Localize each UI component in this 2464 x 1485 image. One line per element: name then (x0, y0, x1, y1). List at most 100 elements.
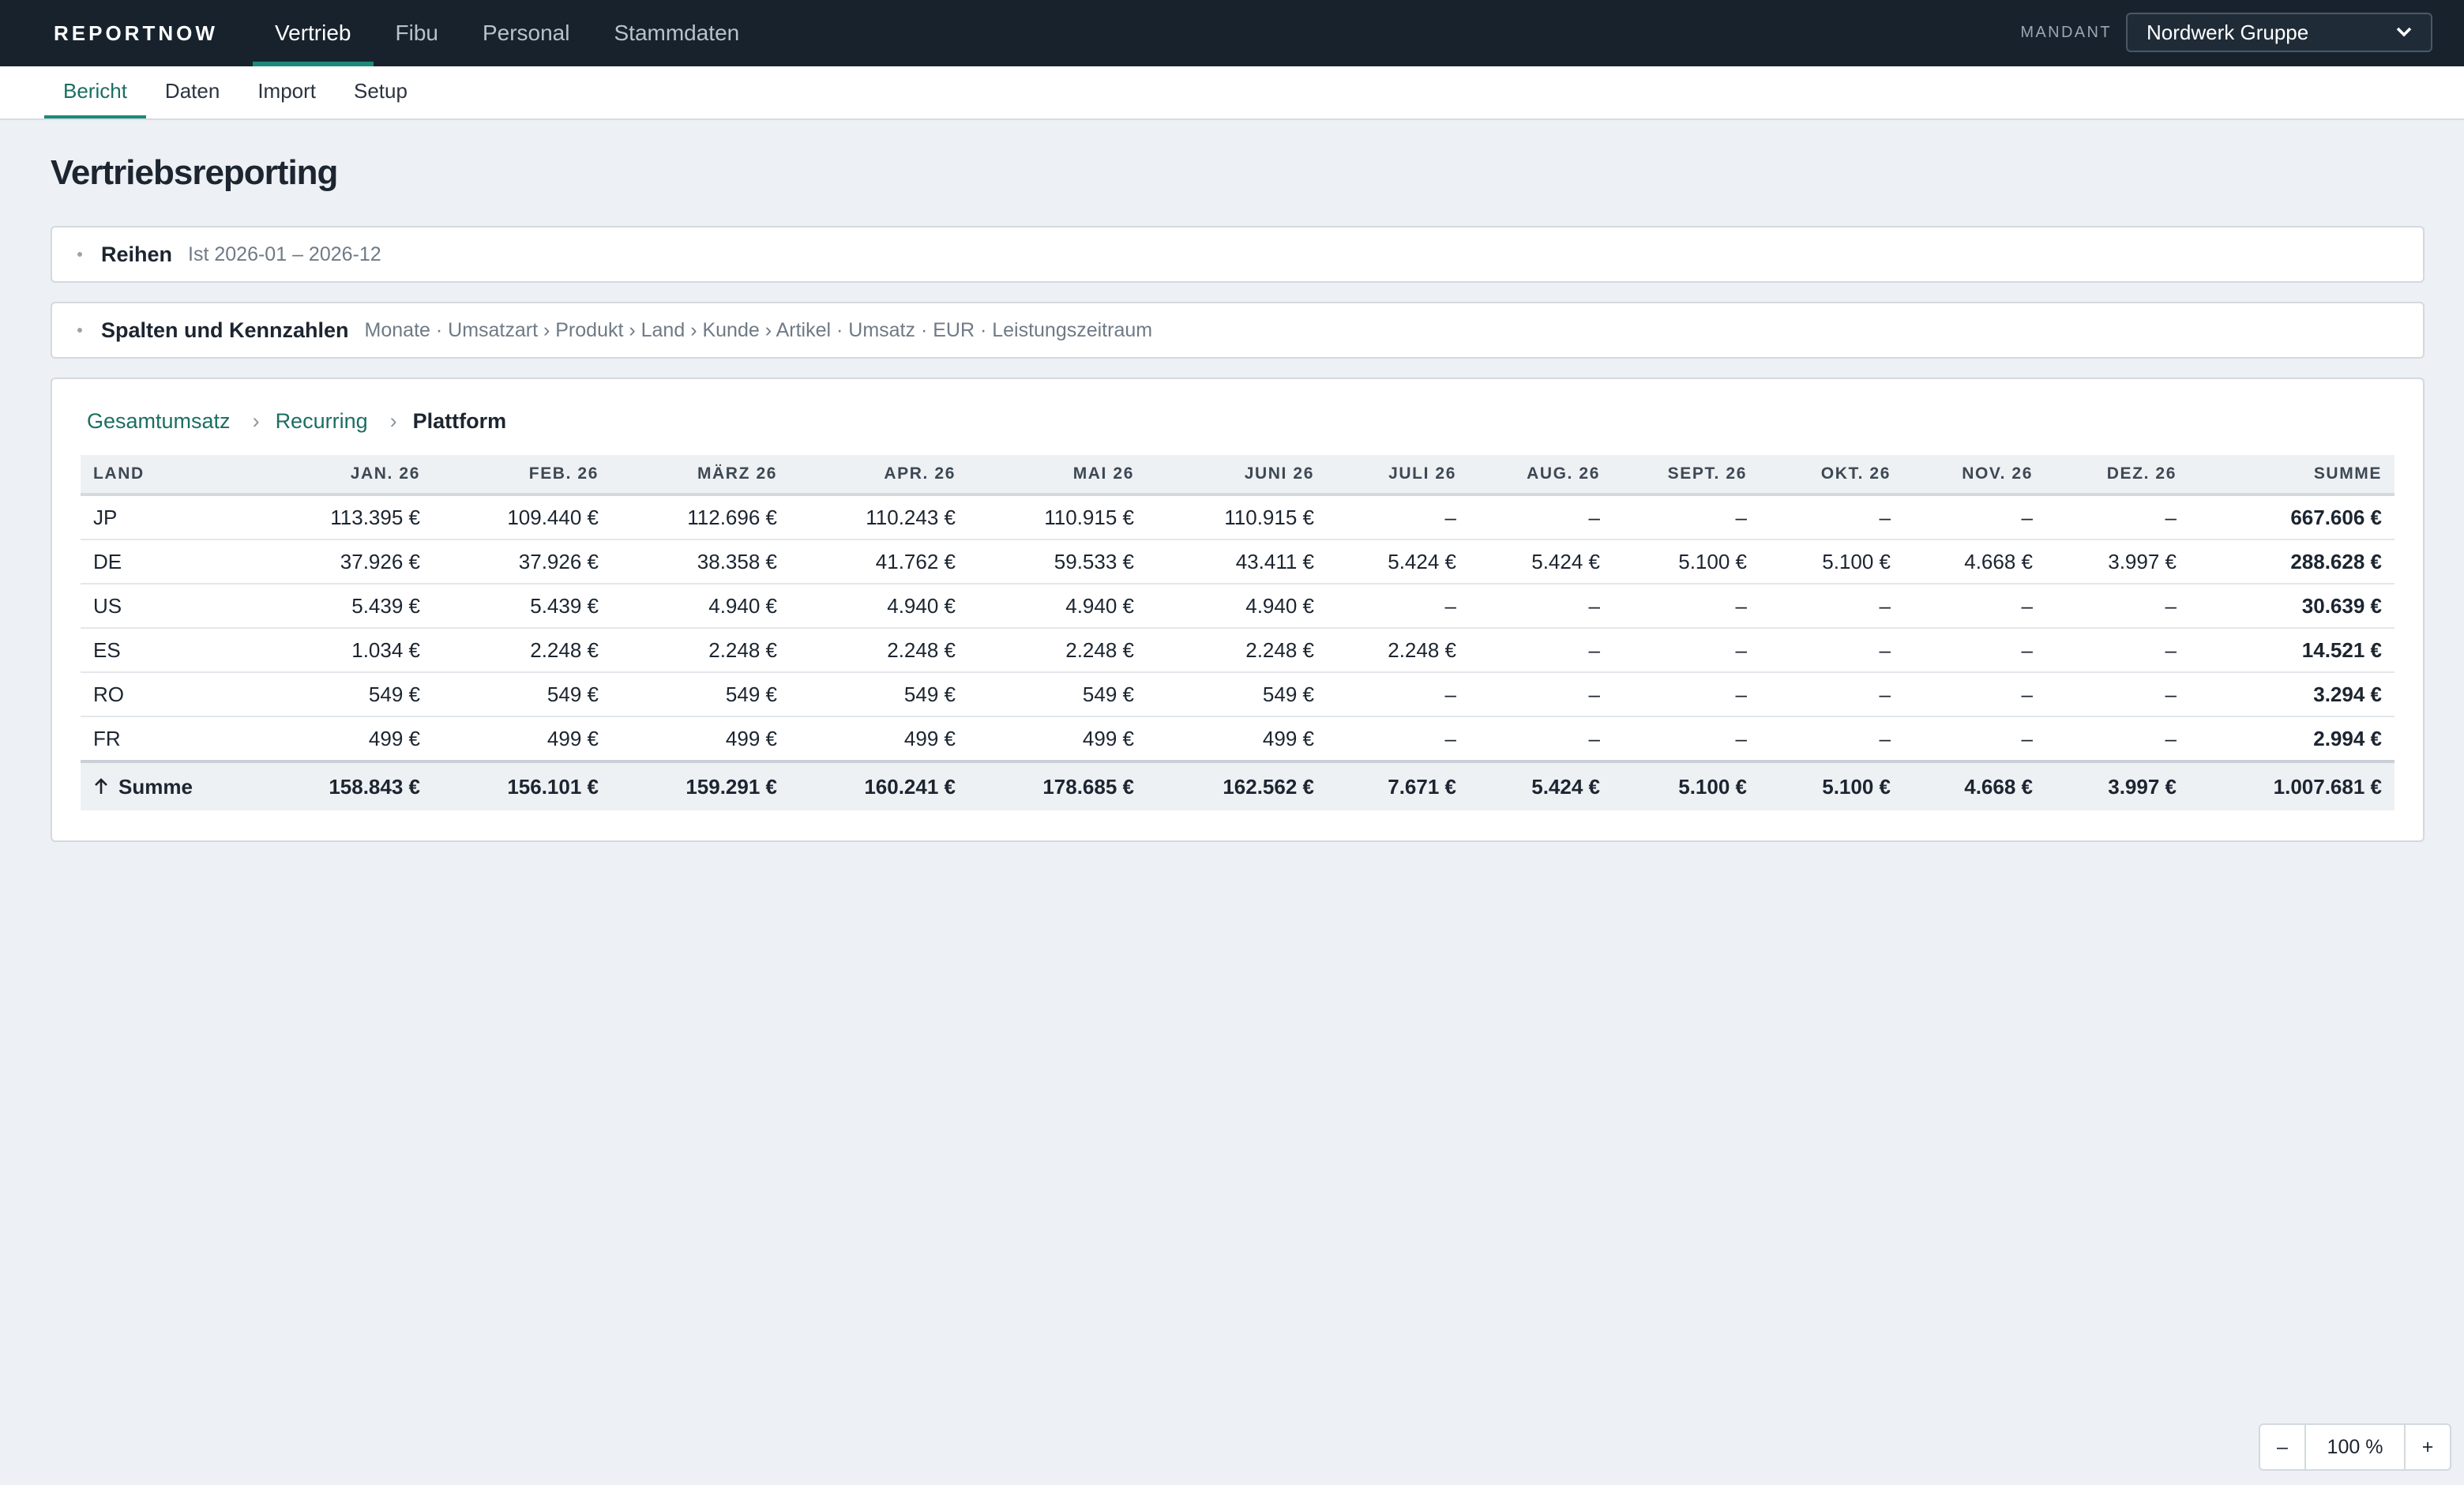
cell: 499 € (433, 716, 611, 762)
total-cell: 5.100 € (1613, 760, 1760, 810)
client-picker: MANDANT Nordwerk Gruppe (2020, 13, 2432, 52)
cell: 59.533 € (968, 539, 1147, 585)
cell: 112.696 € (611, 494, 790, 540)
column-header[interactable]: OKT. 26 (1760, 455, 1903, 496)
zoom-control: – 100 % + (2259, 1423, 2451, 1471)
cell: 5.424 € (1469, 539, 1613, 585)
data-row[interactable]: ES 1.034 €2.248 €2.248 €2.248 €2.248 €2.2… (81, 628, 2395, 673)
cell: 4.940 € (790, 584, 968, 629)
total-row: Summe 158.843 €156.101 €159.291 €160.241 … (81, 760, 2395, 810)
column-header[interactable]: DEZ. 26 (2045, 455, 2189, 496)
sort-icon (95, 777, 107, 794)
sub-tab[interactable]: Setup (354, 79, 408, 103)
row-label: JP (81, 494, 239, 540)
cell: 4.940 € (1147, 584, 1327, 629)
data-row[interactable]: FR 499 €499 €499 €499 €499 €499 € – – – – – –2.… (81, 716, 2395, 762)
cell: – (1903, 628, 2045, 673)
filter-value: Ist 2026-01 – 2026-12 (188, 242, 381, 265)
sub-tab[interactable]: Import (257, 79, 316, 103)
cell: – (1469, 628, 1613, 673)
total-cell: 5.100 € (1760, 760, 1903, 810)
total-cell: 5.424 € (1469, 760, 1613, 810)
data-row[interactable]: DE 37.926 €37.926 €38.358 €41.762 €59.533… (81, 539, 2395, 585)
client-label: MANDANT (2020, 23, 2112, 41)
cell: – (2045, 716, 2189, 762)
column-header[interactable]: JULI 26 (1327, 455, 1469, 496)
cell: – (1327, 716, 1469, 762)
zoom-out[interactable]: – (2277, 1435, 2288, 1458)
zoom-level: 100 % (2304, 1425, 2406, 1469)
cell: 2.248 € (968, 628, 1147, 673)
filter-label: Reihen (101, 242, 173, 266)
cell: – (2045, 494, 2189, 540)
cell: 2.248 € (790, 628, 968, 673)
cell: 5.439 € (239, 584, 433, 629)
client-select[interactable]: Nordwerk Gruppe (2126, 13, 2432, 52)
column-header[interactable]: MAI 26 (968, 455, 1147, 496)
column-header[interactable]: APR. 26 (790, 455, 968, 496)
cell: – (1327, 494, 1469, 540)
total-cell: 156.101 € (433, 760, 611, 810)
cell: – (1469, 672, 1613, 717)
bullet (77, 328, 82, 333)
column-header[interactable]: NOV. 26 (1903, 455, 2045, 496)
cell: 2.994 € (2189, 716, 2395, 762)
cell: 110.915 € (1147, 494, 1327, 540)
crumb: Plattform (412, 409, 507, 433)
cell: – (1760, 628, 1903, 673)
column-header[interactable]: FEB. 26 (433, 455, 611, 496)
nav-tab[interactable]: Vertrieb (253, 0, 374, 66)
total-cell: 178.685 € (968, 760, 1147, 810)
cell: 30.639 € (2189, 584, 2395, 629)
data-row[interactable]: JP 113.395 €109.440 €112.696 €110.243 €11… (81, 494, 2395, 540)
total-cell: 7.671 € (1327, 760, 1469, 810)
cell: 2.248 € (1327, 628, 1469, 673)
filter-label: Spalten und Kennzahlen (101, 318, 349, 342)
sub-nav: Bericht Daten Import Setup (0, 66, 2464, 120)
column-header[interactable]: JUNI 26 (1147, 455, 1327, 496)
cell: – (1613, 494, 1760, 540)
column-header[interactable]: AUG. 26 (1469, 455, 1613, 496)
sub-tab[interactable]: Bericht (44, 66, 146, 118)
crumb[interactable]: Recurring (275, 409, 368, 433)
cell: – (1613, 672, 1760, 717)
cell: 5.100 € (1760, 539, 1903, 585)
cell: – (1903, 494, 2045, 540)
cell: 3.294 € (2189, 672, 2395, 717)
sub-tab[interactable]: Daten (164, 79, 220, 103)
crumb[interactable]: Gesamtumsatz (87, 409, 231, 433)
data-row[interactable]: RO 549 €549 €549 €549 €549 €549 € – – – – – –3.… (81, 672, 2395, 717)
cell: – (1613, 628, 1760, 673)
column-header[interactable]: SUMME (2189, 455, 2395, 496)
cell: – (1760, 716, 1903, 762)
cell: 549 € (1147, 672, 1327, 717)
nav-tab[interactable]: Stammdaten (614, 21, 740, 45)
data-row[interactable]: US 5.439 €5.439 €4.940 €4.940 €4.940 €4.9… (81, 584, 2395, 629)
zoom-in[interactable]: + (2421, 1435, 2434, 1458)
column-header[interactable]: LAND (81, 455, 239, 496)
filter-row[interactable]: Spalten und Kennzahlen Monate · Umsatzart… (51, 302, 2425, 359)
column-header[interactable]: MÄRZ 26 (611, 455, 790, 496)
cell: 38.358 € (611, 539, 790, 585)
total-label: Summe (81, 760, 239, 810)
nav-tab[interactable]: Fibu (395, 21, 438, 45)
client-value: Nordwerk Gruppe (2147, 20, 2309, 44)
cell: – (1469, 716, 1613, 762)
cell: 288.628 € (2189, 539, 2395, 585)
cell: – (1760, 584, 1903, 629)
cell: – (1613, 584, 1760, 629)
nav-tab[interactable]: Personal (482, 21, 570, 45)
cell: 14.521 € (2189, 628, 2395, 673)
column-header[interactable]: SEPT. 26 (1613, 455, 1760, 496)
row-label: DE (81, 539, 239, 585)
cell: 549 € (611, 672, 790, 717)
filter-row[interactable]: Reihen Ist 2026-01 – 2026-12 (51, 226, 2425, 283)
row-label: US (81, 584, 239, 629)
cell: 37.926 € (433, 539, 611, 585)
total-cell: 3.997 € (2045, 760, 2189, 810)
column-header[interactable]: JAN. 26 (239, 455, 433, 496)
total-cell: 162.562 € (1147, 760, 1327, 810)
cell: 110.243 € (790, 494, 968, 540)
cell: 499 € (968, 716, 1147, 762)
